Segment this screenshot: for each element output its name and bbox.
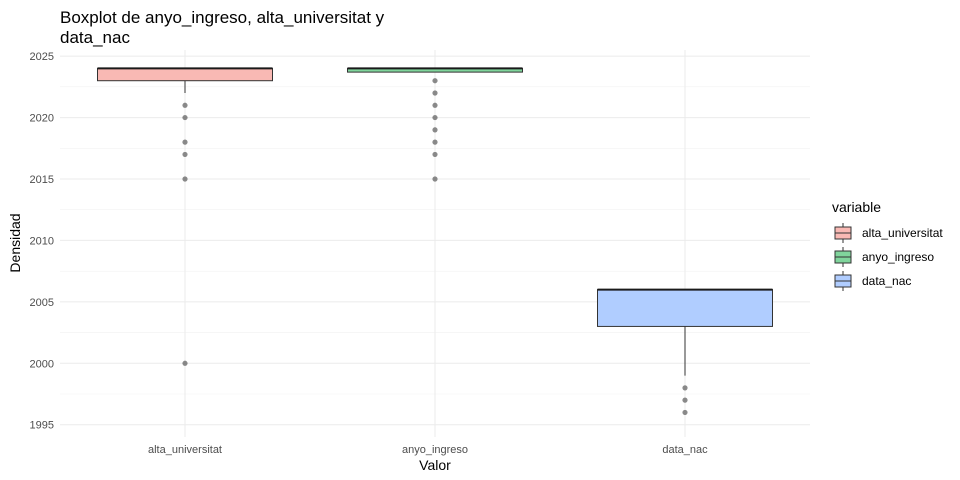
outlier-point — [432, 90, 438, 96]
legend-label: alta_universitat — [862, 226, 943, 240]
chart-title-line-2: data_nac — [60, 28, 130, 47]
outlier-point — [432, 78, 438, 84]
outlier-point — [432, 139, 438, 145]
y-tick-label: 2020 — [30, 113, 54, 125]
box-alta_universitat — [97, 67, 273, 366]
outlier-point — [432, 127, 438, 133]
y-tick-label: 2000 — [30, 358, 54, 370]
y-tick-label: 2005 — [30, 297, 54, 309]
legend: variable alta_universitat anyo_ingresodat… — [832, 199, 943, 291]
y-tick-label: 2015 — [30, 174, 54, 186]
y-axis-title: Densidad — [7, 213, 23, 272]
outlier-point — [182, 114, 188, 121]
legend-title: variable — [832, 199, 881, 215]
outlier-point — [182, 139, 188, 145]
x-tick-label: data_nac — [662, 444, 708, 456]
legend-item-alta_universitat: alta_universitat — [833, 223, 943, 243]
y-tick-label: 1995 — [30, 420, 54, 432]
outlier-point — [682, 409, 688, 416]
outlier-point — [432, 176, 438, 182]
box-data_nac — [597, 288, 773, 416]
legend-item-data_nac: data_nac — [833, 271, 911, 291]
gridlines — [60, 50, 810, 437]
y-tick-label: 2010 — [30, 235, 54, 247]
chart-title-line-1: Boxplot de anyo_ingreso, alta_universita… — [60, 8, 385, 27]
x-axis-title: Valor — [419, 457, 451, 473]
outlier-point — [182, 151, 188, 158]
outlier-point — [682, 397, 688, 403]
outlier-point — [432, 151, 438, 158]
x-tick-label: anyo_ingreso — [402, 444, 468, 456]
outlier-point — [182, 176, 188, 182]
y-tick-label: 2025 — [30, 51, 54, 63]
outlier-point — [182, 102, 188, 108]
box-body — [97, 67, 273, 82]
x-tick-label: alta_universitat — [148, 444, 222, 456]
box-anyo_ingreso — [347, 67, 523, 182]
box-body — [597, 289, 773, 327]
outlier-point — [432, 102, 438, 108]
outlier-point — [182, 360, 188, 366]
legend-label: data_nac — [862, 274, 911, 288]
x-axis-ticks: alta_universitat anyo_ingreso data_nac — [148, 444, 708, 456]
legend-label: anyo_ingreso — [862, 250, 934, 264]
legend-item-anyo_ingreso: anyo_ingreso — [833, 247, 934, 267]
outlier-point — [682, 385, 688, 391]
boxes — [97, 67, 773, 416]
outlier-point — [432, 114, 438, 121]
y-axis-ticks: 1995 2000 2005 2010 2015 2020 2025 — [30, 51, 54, 432]
